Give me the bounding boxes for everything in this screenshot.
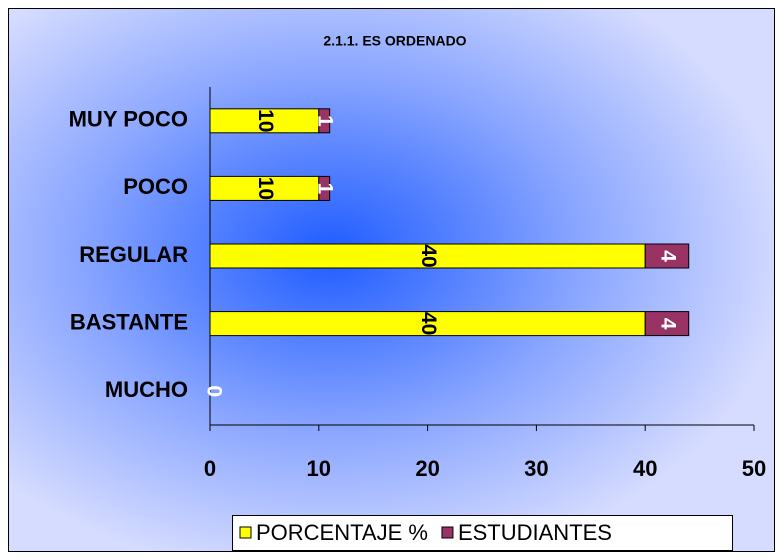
x-tick-label: 30 (524, 456, 548, 481)
y-tick-label: POCO (123, 174, 188, 199)
x-tick-label: 0 (204, 456, 216, 481)
legend-label: PORCENTAJE % (256, 520, 428, 545)
data-label: 10 (254, 177, 277, 200)
bar (644, 243, 690, 269)
bar (209, 108, 320, 134)
bar (209, 243, 646, 269)
x-tick-label: 20 (415, 456, 439, 481)
legend-swatch (239, 526, 252, 539)
bar (644, 311, 690, 337)
chart-title: 2.1.1. ES ORDENADO (323, 33, 466, 49)
data-label: 1 (314, 115, 337, 127)
data-label: 10 (254, 109, 277, 132)
data-label: 4 (656, 318, 679, 330)
data-label: 0 (202, 385, 225, 397)
bar (318, 175, 331, 201)
y-tick-label: REGULAR (79, 242, 188, 267)
data-label: 1 (314, 183, 337, 195)
x-tick-label: 40 (633, 456, 657, 481)
y-tick-label: MUCHO (105, 377, 188, 402)
data-label: 0 (202, 385, 225, 397)
data-label: 40 (417, 312, 440, 335)
chart-frame (8, 8, 775, 552)
legend-label: ESTUDIANTES (458, 520, 612, 545)
y-tick-label: MUY POCO (69, 107, 188, 132)
x-tick-label: 50 (742, 456, 766, 481)
x-tick-label: 10 (307, 456, 331, 481)
bar (318, 108, 331, 134)
legend (232, 515, 733, 551)
data-label: 40 (417, 244, 440, 267)
legend-swatch (441, 526, 454, 539)
y-tick-label: BASTANTE (70, 309, 188, 334)
data-label: 4 (656, 250, 679, 262)
